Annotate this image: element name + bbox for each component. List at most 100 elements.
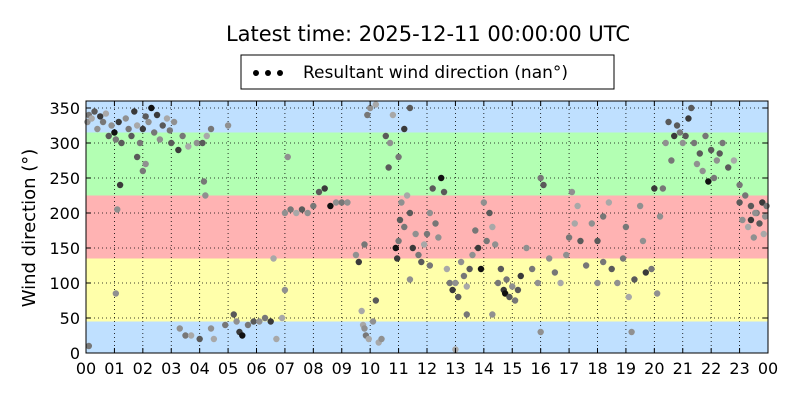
data-point: [139, 125, 147, 133]
data-point: [736, 199, 743, 206]
data-point: [112, 136, 120, 143]
data-point: [503, 276, 510, 283]
data-point: [608, 265, 615, 273]
data-point: [489, 311, 496, 318]
data-point: [588, 220, 596, 227]
data-point: [392, 244, 399, 252]
data-point: [676, 129, 684, 136]
data-point: [574, 202, 581, 210]
x-tick-label: 05: [218, 359, 238, 378]
legend-marker: [253, 70, 259, 76]
data-point: [114, 206, 121, 213]
data-point: [203, 132, 210, 140]
data-point: [739, 216, 746, 224]
data-point: [116, 181, 124, 189]
x-tick-label: 07: [275, 359, 295, 378]
data-point: [315, 188, 323, 196]
data-point: [287, 206, 294, 213]
data-point: [338, 199, 345, 206]
data-point: [713, 157, 721, 164]
data-point: [642, 269, 650, 276]
x-tick-label: 11: [388, 359, 408, 378]
x-tick-label: 15: [502, 359, 522, 378]
data-point: [551, 269, 559, 276]
data-point: [366, 104, 374, 112]
data-point: [438, 174, 445, 182]
data-point: [514, 286, 522, 294]
data-point: [105, 132, 112, 140]
data-point: [537, 174, 544, 182]
data-point: [207, 325, 215, 332]
data-point: [457, 258, 465, 266]
data-point: [747, 216, 755, 224]
data-point: [409, 244, 416, 252]
x-tick-label: 16: [530, 359, 550, 378]
data-point: [668, 157, 675, 164]
x-tick-label: 00: [76, 359, 96, 378]
y-tick-label: 0: [70, 344, 80, 363]
data-point: [651, 185, 658, 192]
data-point: [344, 199, 351, 206]
data-point: [426, 262, 434, 269]
data-point: [760, 230, 767, 238]
data-point: [136, 139, 144, 147]
data-point: [156, 136, 164, 143]
data-point: [432, 220, 439, 227]
y-tick-label: 150: [49, 239, 80, 258]
data-point: [455, 293, 462, 301]
data-point: [310, 202, 317, 210]
data-point: [752, 209, 759, 217]
data-point: [403, 192, 411, 199]
data-point: [94, 125, 101, 133]
data-point: [557, 279, 564, 287]
data-point: [759, 199, 766, 206]
data-point: [710, 174, 718, 182]
legend-marker: [265, 70, 271, 76]
data-points: [84, 101, 770, 353]
data-point: [679, 139, 686, 147]
data-point: [352, 251, 360, 259]
data-point: [423, 230, 431, 238]
data-point: [355, 258, 362, 266]
data-point: [159, 122, 166, 129]
data-point: [682, 132, 689, 140]
data-point: [756, 220, 763, 227]
data-point: [716, 150, 723, 157]
data-point: [483, 237, 490, 245]
data-point: [631, 276, 638, 283]
data-point: [102, 110, 110, 117]
data-point: [122, 115, 129, 122]
data-point: [199, 139, 206, 147]
data-point: [153, 111, 161, 119]
data-point: [364, 111, 371, 119]
data-point: [281, 209, 289, 217]
data-point: [489, 223, 496, 231]
x-tick-label: 09: [332, 359, 352, 378]
data-point: [115, 118, 122, 126]
data-point: [202, 192, 209, 199]
data-point: [281, 286, 289, 294]
data-point: [250, 318, 257, 325]
data-point: [273, 335, 280, 343]
data-point: [118, 139, 125, 147]
y-axis-ticks: 0 50 100 150 200 250 300 350: [49, 99, 768, 363]
data-point: [622, 223, 630, 231]
data-point: [662, 139, 669, 147]
data-point: [571, 220, 578, 227]
data-point: [761, 213, 769, 220]
data-point: [747, 202, 755, 210]
data-point: [420, 241, 428, 248]
x-tick-label: 06: [246, 359, 266, 378]
data-point: [693, 160, 701, 168]
x-tick-label: 01: [104, 359, 124, 378]
data-point: [179, 132, 186, 140]
y-tick-label: 100: [49, 274, 80, 293]
data-point: [142, 113, 149, 120]
data-point: [207, 125, 215, 133]
data-point: [750, 234, 757, 241]
data-point: [369, 318, 377, 325]
data-point: [386, 139, 394, 147]
data-point: [528, 265, 536, 273]
data-point: [742, 192, 749, 199]
